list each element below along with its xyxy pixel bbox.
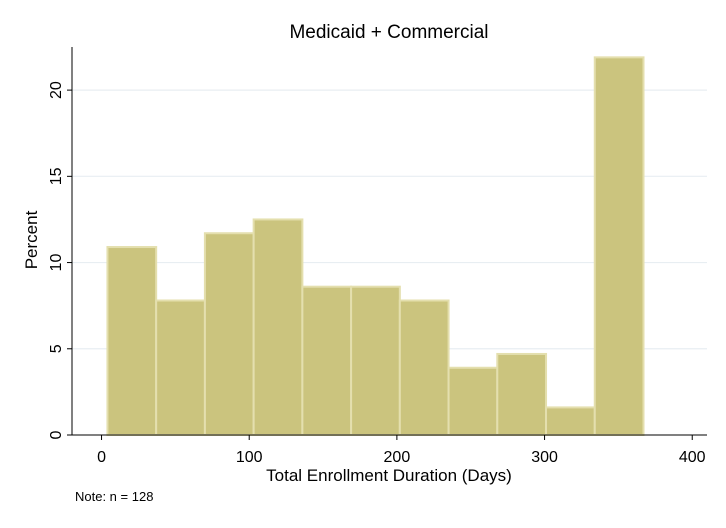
x-tick-label: 300 xyxy=(531,449,558,466)
histogram-bar xyxy=(350,285,401,436)
y-tick-label: 5 xyxy=(48,344,65,353)
histogram-bar xyxy=(593,56,645,436)
y-tick-labels: 0 5 10 15 20 xyxy=(48,81,65,439)
y-axis-title: Percent xyxy=(22,210,41,269)
x-tick-label: 0 xyxy=(97,449,106,466)
x-tick-label: 100 xyxy=(236,449,263,466)
y-tick-label: 20 xyxy=(48,81,65,99)
histogram-bar xyxy=(301,285,353,436)
bars xyxy=(106,56,645,437)
x-tick-labels: 0 100 200 300 400 xyxy=(97,449,706,466)
histogram-bar xyxy=(252,218,304,436)
chart-note: Note: n = 128 xyxy=(75,489,153,504)
histogram-bar xyxy=(398,299,450,437)
y-tick-label: 0 xyxy=(48,430,65,439)
y-tick-label: 10 xyxy=(48,254,65,272)
histogram-bar xyxy=(203,232,255,436)
y-tick-label: 15 xyxy=(48,167,65,185)
x-tick-label: 200 xyxy=(384,449,411,466)
histogram-bar xyxy=(545,406,596,436)
histogram-bar xyxy=(155,299,206,437)
chart-title: Medicaid + Commercial xyxy=(289,22,488,43)
x-axis-title: Total Enrollment Duration (Days) xyxy=(266,466,512,485)
histogram-bar xyxy=(447,366,499,437)
histogram-bar xyxy=(106,246,158,436)
histogram-bar xyxy=(496,352,548,436)
axes xyxy=(67,47,707,440)
x-tick-label: 400 xyxy=(679,449,706,466)
